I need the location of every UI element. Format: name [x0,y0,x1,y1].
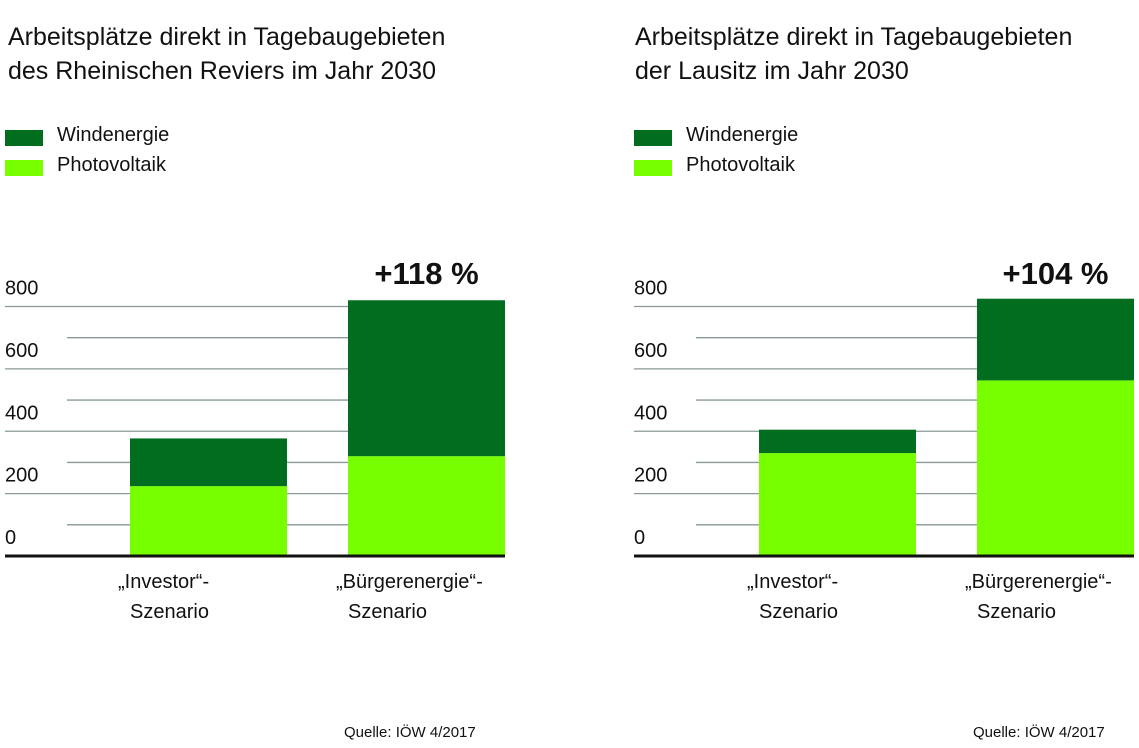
y-tick-label: 600 [634,340,667,362]
chart-panel-rheinisches-revier: Arbeitsplätze direkt in Tagebaugebieten … [0,0,560,748]
bar-windenergie [130,438,287,487]
chart-title: Arbeitsplätze direkt in Tagebaugebieten … [635,20,1072,88]
category-label: „Bürgerenergie“- [965,571,1112,593]
chart-panel-lausitz: Arbeitsplätze direkt in Tagebaugebieten … [627,0,1139,748]
bar-windenergie [348,300,505,457]
title-line-2: der Lausitz im Jahr 2030 [635,57,909,85]
bar-windenergie [759,429,916,454]
legend-item-wind: Windenergie [634,124,798,148]
legend-item-wind: Windenergie [5,124,169,148]
legend-label: Windenergie [57,124,170,146]
wind-swatch [634,130,672,146]
pv-swatch [634,160,672,176]
bar-photovoltaik [977,380,1134,556]
source-note: Quelle: IÖW 4/2017 [973,724,1105,741]
legend-item-pv: Photovoltaik [634,154,795,178]
category-label: Szenario [759,601,838,623]
title-line-1: Arbeitsplätze direkt in Tagebaugebieten [8,23,446,51]
y-tick-label: 800 [5,278,38,300]
y-tick-label: 0 [5,527,16,549]
pv-swatch [5,160,43,176]
bar-photovoltaik [130,486,287,556]
category-label: „Investor“- [118,571,209,593]
category-label: „Bürgerenergie“- [336,571,483,593]
bar-chart: 0 200 400 600 800 „Investor“- Szenario +118 % „B… [5,256,505,623]
category-label: „Investor“- [747,571,838,593]
title-line-1: Arbeitsplätze direkt in Tagebaugebieten [635,23,1073,51]
legend-label: Windenergie [686,124,799,146]
percent-change-label: +118 % [374,256,478,291]
y-tick-label: 400 [634,402,667,424]
title-line-2: des Rheinischen Reviers im Jahr 2030 [8,57,436,85]
category-label: Szenario [348,601,427,623]
chart-title: Arbeitsplätze direkt in Tagebaugebieten … [8,20,445,88]
legend-label: Photovoltaik [686,154,795,176]
bar-photovoltaik [759,453,916,556]
legend-item-pv: Photovoltaik [5,154,166,178]
y-tick-label: 800 [634,278,667,300]
percent-change-label: +104 % [1002,256,1108,291]
y-tick-label: 200 [634,465,667,487]
y-tick-label: 0 [634,527,645,549]
y-tick-label: 200 [5,465,38,487]
y-tick-label: 600 [5,340,38,362]
bar-chart: 0 200 400 600 800 „Investor“- Szenario +104 % „B… [634,256,1134,623]
source-note: Quelle: IÖW 4/2017 [344,724,476,741]
bar-windenergie [977,298,1134,381]
bar-photovoltaik [348,456,505,556]
category-label: Szenario [977,601,1056,623]
legend-label: Photovoltaik [57,154,166,176]
wind-swatch [5,130,43,146]
category-label: Szenario [130,601,209,623]
y-tick-label: 400 [5,402,38,424]
